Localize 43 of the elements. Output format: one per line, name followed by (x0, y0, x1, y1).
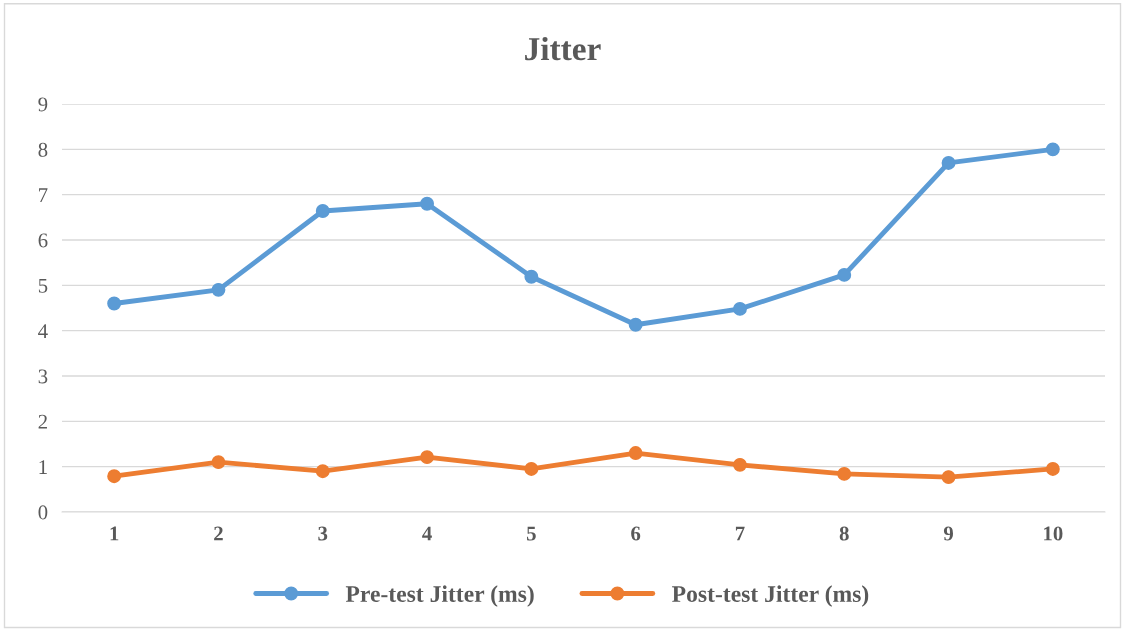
x-tick-label: 6 (631, 526, 641, 541)
y-tick-label: 0 (38, 505, 48, 520)
legend-label: Post-test Jitter (ms) (672, 585, 869, 607)
x-tick-label: 7 (735, 526, 745, 541)
point (733, 301, 747, 316)
point (1045, 142, 1060, 157)
point (628, 317, 643, 332)
point (1045, 461, 1060, 476)
x-tick-label: 3 (318, 526, 328, 541)
y-tick-label: 3 (38, 369, 48, 384)
point (941, 155, 956, 170)
y-tick-label: 8 (38, 142, 48, 157)
x-tick-label: 9 (943, 526, 954, 541)
point (211, 282, 226, 297)
x-tick-label: 1 (110, 526, 119, 541)
chart-title: Jitter (525, 36, 601, 61)
y-tick-label: 5 (38, 278, 48, 293)
point (420, 196, 434, 211)
point (837, 466, 852, 481)
x-tick-label: 10 (1044, 526, 1063, 541)
point (628, 446, 643, 461)
x-tick-label: 8 (839, 526, 849, 541)
point (941, 470, 956, 485)
x-tick-label: 2 (214, 526, 223, 541)
y-tick-label: 2 (38, 414, 47, 429)
point (733, 457, 747, 472)
y-tick-label: 6 (38, 233, 48, 248)
y-tick-label: 9 (38, 97, 48, 112)
point (107, 469, 122, 484)
y-tick-label: 4 (38, 324, 48, 338)
x-tick-label: 4 (422, 526, 432, 541)
point (211, 455, 226, 470)
point (420, 450, 434, 465)
point (107, 296, 122, 311)
y-tick-label: 7 (39, 188, 48, 202)
point (315, 464, 330, 479)
legend-label: Pre-test Jitter (ms) (345, 585, 534, 607)
point (837, 267, 852, 282)
point (315, 204, 330, 218)
point (524, 461, 539, 476)
y-tick-label: 1 (39, 460, 47, 474)
x-tick-label: 5 (526, 526, 536, 541)
point (524, 269, 539, 284)
